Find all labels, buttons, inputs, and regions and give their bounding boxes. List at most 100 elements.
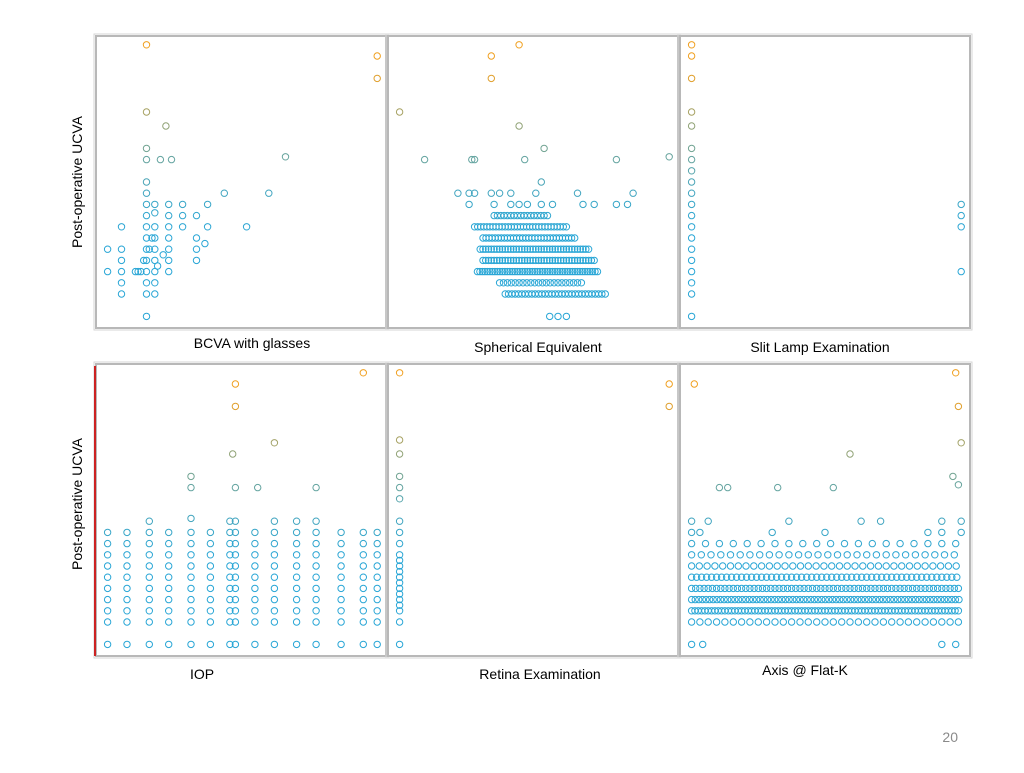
- data-point: [251, 573, 259, 581]
- data-point: [490, 200, 498, 209]
- data-point: [187, 618, 195, 626]
- data-point: [373, 618, 381, 626]
- data-point: [508, 267, 517, 276]
- data-point: [117, 245, 126, 253]
- x-axis-label: Slit Lamp Examination: [750, 339, 889, 355]
- data-point: [750, 562, 758, 570]
- data-point: [529, 245, 537, 253]
- data-point: [882, 551, 890, 559]
- data-point: [576, 267, 584, 276]
- data-point: [863, 551, 871, 559]
- data-point: [220, 189, 229, 197]
- data-point: [779, 584, 787, 593]
- data-point: [142, 189, 151, 197]
- data-point: [835, 562, 844, 570]
- data-point: [775, 584, 783, 593]
- data-point: [839, 595, 847, 604]
- data-point: [134, 267, 142, 276]
- data-point: [787, 573, 796, 581]
- panel-1: BCVA with glasses Post-operative UCVA: [69, 33, 389, 351]
- data-point: [515, 256, 523, 265]
- data-point: [715, 483, 724, 492]
- data-point: [373, 52, 381, 60]
- data-point: [854, 584, 863, 593]
- data-point: [940, 595, 949, 604]
- data-point: [757, 539, 765, 548]
- data-point: [337, 562, 345, 570]
- data-point: [292, 539, 301, 548]
- data-point: [562, 312, 571, 321]
- data-point: [878, 573, 886, 581]
- data-point: [487, 74, 495, 83]
- data-point: [137, 267, 145, 276]
- data-point: [142, 234, 151, 242]
- data-point: [395, 640, 404, 649]
- data-point: [715, 539, 724, 548]
- data-point: [699, 640, 707, 649]
- data-point: [558, 279, 566, 287]
- data-point: [687, 551, 696, 559]
- data-point: [178, 200, 187, 209]
- data-point: [771, 539, 779, 548]
- data-point: [919, 595, 927, 604]
- data-point: [719, 562, 727, 570]
- data-point: [507, 200, 515, 209]
- data-point: [796, 584, 804, 593]
- data-point: [251, 640, 259, 649]
- data-point: [534, 245, 543, 253]
- data-point: [559, 223, 567, 231]
- data-point: [957, 528, 965, 537]
- data-point: [712, 618, 721, 626]
- data-point: [165, 528, 173, 537]
- data-point: [292, 517, 301, 525]
- data-point: [859, 562, 867, 570]
- data-point: [117, 223, 126, 231]
- data-point: [270, 562, 279, 570]
- data-point: [937, 595, 945, 604]
- data-point: [720, 595, 728, 604]
- data-point: [923, 573, 931, 581]
- data-point: [954, 584, 963, 593]
- data-point: [833, 551, 842, 559]
- data-point: [754, 584, 762, 593]
- data-point: [142, 256, 151, 265]
- data-point: [838, 573, 846, 581]
- data-point: [843, 562, 851, 570]
- data-point: [359, 369, 367, 377]
- panel-outer-border: [385, 361, 681, 659]
- data-point: [511, 267, 519, 276]
- data-point: [206, 607, 215, 615]
- data-point: [722, 573, 731, 581]
- data-point: [910, 539, 918, 548]
- data-point: [872, 595, 880, 604]
- data-point: [145, 539, 154, 548]
- data-point: [771, 618, 779, 626]
- data-point: [926, 595, 934, 604]
- data-point: [929, 584, 938, 593]
- data-point: [774, 595, 782, 604]
- data-point: [231, 562, 240, 570]
- data-point: [785, 595, 793, 604]
- data-point: [103, 618, 112, 626]
- data-point: [579, 200, 587, 209]
- data-point: [187, 551, 195, 559]
- data-point: [760, 595, 768, 604]
- data-point: [796, 595, 804, 604]
- data-point: [883, 573, 891, 581]
- data-point: [804, 584, 812, 593]
- data-point: [504, 256, 512, 265]
- data-point: [142, 178, 151, 186]
- data-point: [797, 573, 806, 581]
- data-point: [734, 562, 742, 570]
- data-point: [521, 245, 529, 253]
- data-point: [123, 528, 131, 537]
- data-point: [501, 245, 509, 253]
- data-point: [882, 539, 890, 548]
- data-point: [518, 256, 526, 265]
- data-point: [533, 267, 542, 276]
- data-point: [713, 595, 721, 604]
- data-point: [712, 584, 721, 593]
- data-point: [231, 517, 240, 525]
- data-point: [229, 450, 237, 458]
